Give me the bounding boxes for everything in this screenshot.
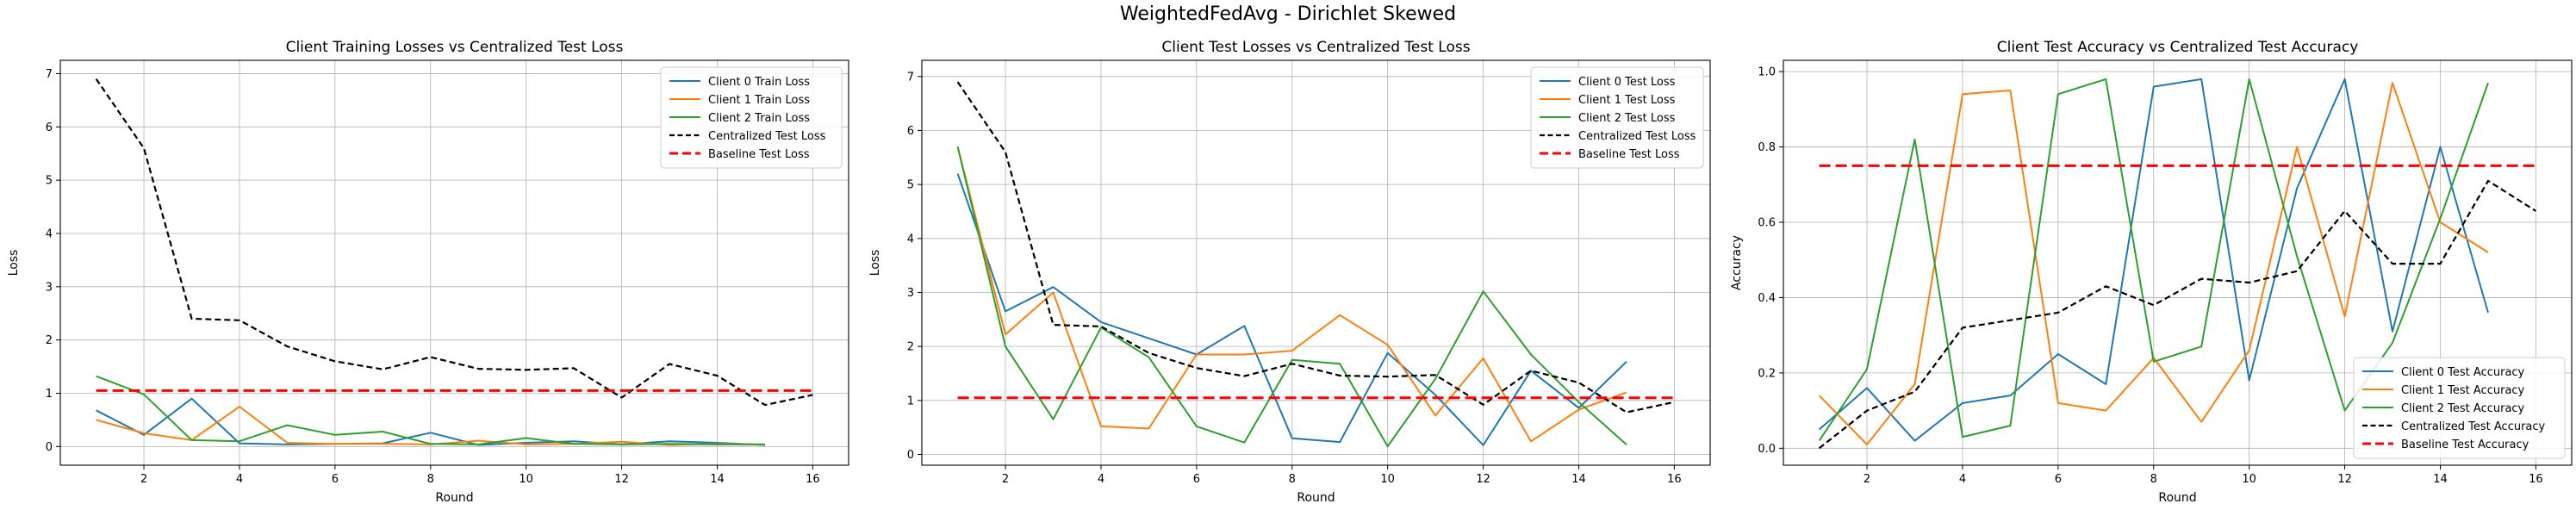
series-line-client-2-train-loss (96, 375, 765, 445)
x-tick-label: 2 (1002, 473, 1009, 486)
y-tick-label: 3 (907, 287, 914, 300)
legend-label: Client 1 Test Accuracy (2401, 384, 2525, 397)
x-tick-label: 14 (1571, 473, 1586, 486)
y-tick-label: 1 (907, 395, 914, 407)
x-tick-label: 10 (519, 473, 533, 486)
axes-frame (1783, 59, 2573, 466)
figure-title: WeightedFedAvg - Dirichlet Skewed (1119, 3, 1457, 25)
legend-label: Client 1 Train Loss (708, 94, 810, 107)
y-tick-label: 7 (46, 68, 53, 81)
series-line-centralized-test-loss (956, 81, 1675, 414)
series-line-client-0-test-loss (956, 173, 1627, 446)
x-tick-label: 2 (140, 473, 147, 486)
legend-box (1530, 66, 1704, 169)
series-line-client-2-test-loss (956, 146, 1627, 448)
x-tick-label: 12 (1476, 473, 1490, 486)
chart-title: Client Test Accuracy vs Centralized Test… (1997, 39, 2359, 56)
y-tick-label: 2 (46, 334, 53, 347)
y-tick-label: 5 (907, 179, 914, 192)
y-tick-label: 5 (46, 175, 53, 188)
y-tick-label: 1 (46, 388, 53, 401)
legend-label: Baseline Test Loss (1578, 148, 1680, 161)
x-axis-label: Round (2158, 491, 2196, 505)
legend-box (2353, 357, 2566, 459)
legend-label: Client 2 Test Loss (1578, 112, 1676, 125)
legend-label: Baseline Test Loss (708, 148, 810, 161)
series-line-centralized-test-loss (95, 78, 813, 407)
series-line-client-0-test-accuracy (1818, 78, 2489, 442)
y-tick-label: 6 (46, 121, 53, 134)
chart-panel-training-loss: Client Training Losses vs Centralized Te… (7, 39, 849, 505)
axes-frame (921, 59, 1711, 466)
x-tick-label: 14 (710, 473, 725, 486)
x-tick-label: 16 (806, 473, 820, 486)
series-line-client-1-test-loss (956, 146, 1627, 443)
y-tick-label: 0 (46, 441, 53, 454)
x-tick-label: 8 (2150, 473, 2157, 486)
chart-panel-test-accuracy: Client Test Accuracy vs Centralized Test… (1730, 39, 2573, 505)
legend: Client 0 Test Accuracy Client 1 Test Accu… (2353, 357, 2566, 459)
y-tick-label: 0.8 (1758, 141, 1776, 154)
x-axis-label: Round (435, 491, 473, 505)
x-axis-label: Round (1297, 491, 1335, 505)
chart-title: Client Test Losses vs Centralized Test L… (1161, 39, 1470, 56)
y-axis-label: Loss (7, 250, 21, 277)
y-tick-label: 0.2 (1758, 367, 1776, 380)
legend-label: Baseline Test Accuracy (2401, 438, 2529, 451)
legend-label: Centralized Test Loss (708, 130, 826, 143)
y-axis-label: Accuracy (1730, 235, 1744, 290)
legend-label: Client 1 Test Loss (1578, 94, 1676, 107)
x-tick-label: 4 (1098, 473, 1104, 486)
legend-label: Client 0 Test Loss (1578, 76, 1676, 89)
series-group (956, 81, 1675, 448)
y-tick-label: 0.6 (1758, 217, 1776, 230)
y-axis-label: Loss (868, 250, 882, 277)
legend-label: Centralized Test Loss (1578, 130, 1696, 143)
legend: Client 0 Test Loss Client 1 Test Loss Clie… (1530, 66, 1704, 169)
legend-label: Client 0 Test Accuracy (2401, 366, 2525, 379)
y-tick-label: 4 (907, 233, 914, 246)
y-tick-label: 4 (46, 227, 53, 240)
series-group (95, 78, 813, 446)
series-line-client-0-train-loss (96, 397, 766, 446)
x-tick-label: 4 (236, 473, 243, 486)
x-tick-label: 16 (1667, 473, 1682, 486)
y-tick-label: 6 (907, 125, 914, 138)
legend-label: Centralized Test Accuracy (2401, 420, 2546, 433)
y-tick-label: 0.4 (1758, 292, 1776, 305)
legend-box (660, 66, 843, 169)
series-line-centralized-test-accuracy (1818, 179, 2536, 450)
x-tick-label: 8 (1289, 473, 1296, 486)
y-tick-label: 0.0 (1758, 443, 1776, 456)
x-tick-label: 16 (2529, 473, 2543, 486)
x-tick-label: 6 (2055, 473, 2062, 486)
x-tick-label: 6 (1193, 473, 1200, 486)
x-tick-label: 12 (614, 473, 629, 486)
y-tick-label: 3 (46, 281, 53, 294)
x-tick-label: 12 (2337, 473, 2352, 486)
y-tick-label: 2 (907, 341, 914, 354)
legend-label: Client 0 Train Loss (708, 76, 810, 89)
legend-label: Client 2 Test Accuracy (2401, 402, 2525, 415)
x-tick-label: 4 (1959, 473, 1966, 486)
y-tick-label: 1.0 (1758, 66, 1776, 79)
y-tick-label: 7 (907, 71, 914, 84)
y-tick-label: 0 (907, 449, 914, 462)
legend: Client 0 Train Loss Client 1 Train Loss Cl… (660, 66, 843, 169)
x-tick-label: 14 (2433, 473, 2448, 486)
x-tick-label: 8 (427, 473, 434, 486)
series-group (1818, 78, 2536, 450)
x-tick-label: 10 (2242, 473, 2256, 486)
chart-title: Client Training Losses vs Centralized Te… (286, 39, 624, 56)
legend-label: Client 2 Train Loss (708, 112, 810, 125)
x-tick-label: 10 (1380, 473, 1395, 486)
axes-frame (59, 59, 849, 466)
x-tick-label: 6 (332, 473, 339, 486)
x-tick-label: 2 (1864, 473, 1870, 486)
chart-panel-test-loss: Client Test Losses vs Centralized Test L… (868, 39, 1711, 505)
